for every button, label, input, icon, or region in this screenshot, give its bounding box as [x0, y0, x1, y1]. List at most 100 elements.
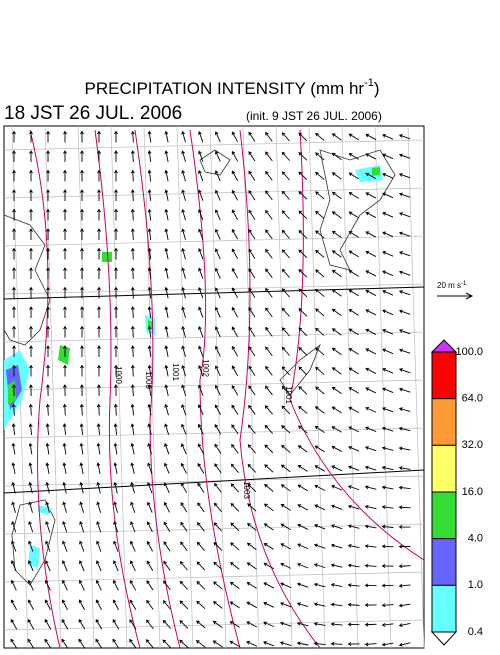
wind-arrow	[364, 504, 377, 510]
wind-arrow	[181, 150, 186, 162]
wind-arrow	[45, 520, 51, 533]
wind-arrow	[130, 501, 136, 513]
wind-arrow	[314, 465, 326, 472]
colorbar-under	[430, 631, 458, 646]
wind-arrow	[63, 364, 67, 377]
wind-arrow	[264, 483, 274, 492]
wind-arrow	[365, 231, 377, 238]
wind-arrow	[214, 287, 221, 299]
wind-arrow	[147, 267, 152, 280]
wind-arrow	[382, 328, 394, 335]
wind-arrow	[62, 442, 67, 455]
wind-arrow	[214, 306, 221, 318]
wind-arrow	[63, 286, 67, 299]
wind-arrow	[382, 309, 394, 316]
wind-arrow	[12, 169, 16, 182]
wind-arrow	[44, 579, 51, 591]
wind-arrow	[348, 231, 359, 238]
wind-arrow	[298, 249, 308, 259]
wind-arrow	[163, 521, 171, 532]
wind-arrow	[248, 268, 256, 279]
wind-arrow	[164, 130, 169, 143]
wind-arrow	[97, 208, 101, 221]
wind-arrow	[181, 345, 186, 357]
wind-arrow	[147, 364, 152, 377]
wind-arrow	[398, 270, 411, 276]
wind-arrow	[297, 563, 309, 569]
wind-arrow	[247, 444, 256, 454]
isobar-label: 1002	[201, 359, 210, 377]
wind-arrow	[79, 540, 85, 552]
wind-arrow	[214, 482, 222, 493]
wind-arrow	[61, 599, 68, 611]
wind-arrow	[213, 502, 222, 512]
wind-arrow	[347, 642, 360, 646]
wind-arrow	[382, 153, 394, 160]
colorbar-box	[431, 538, 457, 586]
wind-arrow	[112, 638, 120, 649]
wind-arrow	[382, 407, 394, 413]
wind-arrow	[331, 386, 342, 395]
wind-arrow	[279, 621, 292, 627]
wind-arrow	[381, 505, 394, 509]
wind-arrow	[12, 130, 16, 143]
isobar	[189, 129, 241, 649]
wind-arrow	[398, 387, 411, 393]
wind-arrow	[129, 638, 137, 649]
wind-arrow	[95, 599, 102, 611]
wind-arrow	[12, 208, 16, 221]
wind-arrow	[297, 523, 309, 530]
wind-arrow	[29, 228, 33, 240]
wind-arrow	[198, 287, 204, 299]
wind-arrow	[179, 600, 189, 610]
wind-arrow	[130, 462, 135, 474]
wind-arrow	[114, 364, 118, 377]
wind-arrow	[97, 345, 101, 357]
wind-arrow	[265, 229, 273, 240]
wind-arrow	[96, 403, 101, 416]
wind-arrow	[29, 247, 33, 260]
wind-arrow	[181, 228, 186, 240]
wind-arrow	[63, 267, 67, 279]
wind-arrow	[62, 462, 67, 474]
precip-area	[58, 345, 70, 365]
wind-arrow	[95, 638, 103, 649]
wind-arrow	[164, 150, 169, 162]
wind-arrow	[96, 481, 101, 494]
wind-arrow	[280, 464, 291, 473]
wind-arrow	[45, 481, 50, 494]
wind-arrow	[80, 189, 84, 201]
wind-arrow	[281, 366, 290, 376]
wind-arrow	[29, 169, 33, 182]
wind-arrow	[10, 560, 17, 572]
wind-arrow	[280, 602, 292, 608]
wind-arrow	[264, 405, 273, 415]
wind-arrow	[63, 150, 67, 162]
wind-arrow	[281, 327, 290, 337]
wind-arrow	[398, 134, 411, 140]
wind-arrow	[114, 247, 118, 260]
wind-arrow	[61, 560, 68, 572]
wind-arrow	[398, 564, 411, 569]
wind-arrow	[79, 423, 84, 436]
wind-arrow	[130, 267, 135, 280]
wind-arrow	[163, 560, 171, 571]
wind-arrow	[114, 169, 118, 182]
wind-arrow	[265, 268, 273, 279]
wind-arrow	[314, 524, 326, 530]
wind-arrow	[382, 348, 394, 355]
wind-arrow	[381, 524, 394, 529]
wind-arrow	[347, 563, 360, 568]
wind-arrow	[315, 210, 325, 219]
wind-arrow	[230, 562, 240, 570]
wind-arrow	[113, 520, 119, 533]
wind-arrow	[197, 423, 204, 435]
wind-arrow	[181, 130, 186, 143]
wind-arrow	[280, 582, 292, 589]
wind-arrow	[164, 364, 169, 377]
coastline	[199, 149, 231, 176]
wind-arrow	[62, 384, 67, 397]
wind-arrow	[195, 640, 206, 648]
wind-arrow	[212, 620, 223, 629]
wind-arrow	[180, 482, 188, 494]
